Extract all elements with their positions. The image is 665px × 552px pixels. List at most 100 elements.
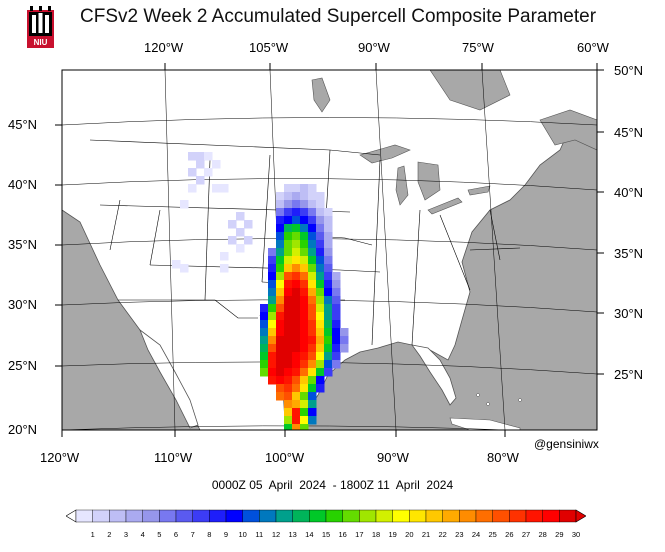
scp-cell xyxy=(316,360,325,369)
scp-cell xyxy=(236,228,245,237)
scp-cell xyxy=(268,280,277,289)
colorbar-tick-label: 28 xyxy=(538,530,547,539)
scp-cell xyxy=(268,296,277,305)
scp-cell xyxy=(308,384,317,393)
scp-cell xyxy=(340,328,349,337)
scp-cell xyxy=(300,264,309,273)
scp-cell xyxy=(276,232,285,241)
scp-cell xyxy=(324,320,333,329)
scp-cell xyxy=(300,368,309,377)
scp-cell xyxy=(300,192,309,201)
scp-cell xyxy=(284,376,293,385)
scp-cell xyxy=(236,244,245,253)
scp-cell xyxy=(308,216,317,225)
scp-cell xyxy=(276,264,285,273)
scp-cell xyxy=(260,328,269,337)
scp-cell xyxy=(308,224,317,233)
scp-cell xyxy=(276,360,285,369)
scp-cell xyxy=(276,304,285,313)
scp-cell xyxy=(308,200,317,209)
frame-ticks xyxy=(55,63,604,437)
scp-cell xyxy=(324,264,333,273)
scp-cell xyxy=(292,280,301,289)
scp-cell xyxy=(308,232,317,241)
scp-cell xyxy=(268,368,277,377)
scp-cell xyxy=(316,376,325,385)
colorbar-tick-label: 24 xyxy=(471,530,481,539)
colorbar-cell xyxy=(425,509,443,523)
scp-cell xyxy=(308,256,317,265)
scp-cell xyxy=(300,296,309,305)
map-title: CFSv2 Week 2 Accumulated Supercell Compo… xyxy=(80,6,597,27)
scp-cell xyxy=(284,232,293,241)
scp-cell xyxy=(292,344,301,353)
colorbar-cell xyxy=(225,509,243,523)
scp-cell xyxy=(300,248,309,257)
colorbar-cell xyxy=(92,509,110,523)
scp-cell xyxy=(284,312,293,321)
colorbar-cell xyxy=(342,509,360,523)
scp-cell xyxy=(284,272,293,281)
scp-cell xyxy=(284,280,293,289)
scp-cell xyxy=(308,192,317,201)
scp-cell xyxy=(324,288,333,297)
scp-cell xyxy=(316,232,325,241)
bottom-lon-label: 110°W xyxy=(154,450,193,465)
scp-cell xyxy=(316,264,325,273)
scp-cell xyxy=(332,296,341,305)
scp-cell xyxy=(284,200,293,209)
scp-cell xyxy=(268,360,277,369)
colorbar-cell xyxy=(175,509,193,523)
scp-cell xyxy=(276,200,285,209)
scp-cell xyxy=(284,408,293,417)
scp-cell xyxy=(340,344,349,353)
scp-cell xyxy=(196,176,205,185)
scp-cell xyxy=(268,376,277,385)
scp-cell xyxy=(284,304,293,313)
lake-erie xyxy=(427,197,463,215)
scp-cell xyxy=(292,192,301,201)
scp-cell xyxy=(284,296,293,305)
scp-cell xyxy=(316,336,325,345)
scp-cell xyxy=(316,368,325,377)
scp-cell xyxy=(316,384,325,393)
colorbar-tick-label: 13 xyxy=(288,530,297,539)
scp-cell xyxy=(316,320,325,329)
scp-cell xyxy=(324,368,333,377)
left-lat-label: 25°N xyxy=(8,358,38,373)
colorbar-cell xyxy=(525,509,543,523)
scp-cell xyxy=(292,256,301,265)
scp-cell xyxy=(316,288,325,297)
scp-cell xyxy=(244,220,253,229)
scp-cell xyxy=(300,200,309,209)
scp-cell xyxy=(292,232,301,241)
scp-cell xyxy=(284,360,293,369)
scp-cell xyxy=(284,416,293,425)
left-lat-label: 30°N xyxy=(8,297,38,312)
scp-cell xyxy=(260,352,269,361)
scp-cell xyxy=(300,424,309,430)
scp-cell xyxy=(292,248,301,257)
scp-cell xyxy=(300,224,309,233)
top-lon-label: 75°W xyxy=(462,40,494,55)
colorbar-tick-label: 10 xyxy=(238,530,247,539)
scp-cell xyxy=(220,184,229,193)
scp-cell xyxy=(284,192,293,201)
scp-cell xyxy=(268,336,277,345)
colorbar-tick-label: 2 xyxy=(107,530,112,539)
scp-cell xyxy=(292,184,301,193)
scp-cell xyxy=(308,304,317,313)
scp-cell xyxy=(308,408,317,417)
scp-cell xyxy=(308,184,317,193)
scp-cell xyxy=(308,416,317,425)
scp-cell xyxy=(276,328,285,337)
scp-cell xyxy=(276,272,285,281)
scp-cell xyxy=(300,376,309,385)
colorbar-cell xyxy=(325,509,343,523)
scp-cell xyxy=(332,272,341,281)
scp-cell xyxy=(292,424,301,430)
scp-cell xyxy=(284,352,293,361)
scp-cell xyxy=(276,336,285,345)
right-lat-label: 45°N xyxy=(614,125,644,140)
right-lat-label: 35°N xyxy=(614,246,644,261)
